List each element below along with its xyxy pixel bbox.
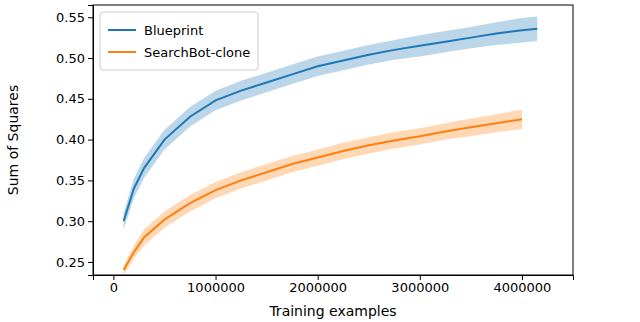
plot: 0 1000000 2000000 3000000 4000000 0.25 0.30 0.3…: [56, 5, 573, 295]
tick-mark: [88, 99, 93, 100]
y-axis-title: Sum of Squares: [5, 85, 21, 195]
legend-swatch: [108, 29, 136, 31]
tick: 0.30: [56, 214, 93, 229]
legend-swatch: [108, 51, 136, 53]
plot-frame: [93, 5, 573, 275]
tick: 1000000: [187, 275, 245, 295]
tick-mark: [88, 221, 93, 222]
x-axis: 0 1000000 2000000 3000000 4000000: [94, 275, 574, 295]
tick-label: 1000000: [187, 280, 245, 295]
error-band: [124, 109, 522, 275]
tick-label: 0.25: [56, 255, 85, 270]
tick: 0.35: [56, 173, 93, 188]
tick-label: 4000000: [493, 280, 551, 295]
tick-label: 0: [110, 280, 118, 295]
tick: 3000000: [391, 275, 449, 295]
tick: 0.55: [56, 10, 93, 25]
tick: 0.40: [56, 132, 93, 147]
tick: 0.25: [56, 255, 93, 270]
tick-label: 0.50: [56, 51, 85, 66]
legend: Blueprint SearchBot-clone: [100, 12, 258, 70]
tick-label: 3000000: [391, 280, 449, 295]
series-line: [124, 29, 538, 222]
tick: 0.45: [56, 91, 93, 106]
tick-label: 0.35: [56, 173, 85, 188]
legend-label: Blueprint: [144, 23, 203, 38]
data-area: [124, 16, 538, 275]
legend-label: SearchBot-clone: [144, 45, 250, 60]
x-axis-title: Training examples: [268, 303, 396, 319]
tick-mark: [88, 17, 93, 18]
legend-box: [100, 12, 258, 70]
tick-label: 2000000: [289, 280, 347, 295]
tick-label: 0.40: [56, 132, 85, 147]
tick-mark: [88, 140, 93, 141]
tick-mark: [88, 58, 93, 59]
tick: 2000000: [289, 275, 347, 295]
y-axis: 0.25 0.30 0.35 0.40 0.45 0.50 0.55: [56, 6, 93, 276]
chart: 0 1000000 2000000 3000000 4000000 0.25 0.30 0.3…: [0, 0, 640, 322]
tick-mark: [88, 262, 93, 263]
tick-label: 0.55: [56, 10, 85, 25]
tick-mark: [88, 180, 93, 181]
tick: 0: [110, 275, 118, 295]
tick: 4000000: [493, 275, 551, 295]
tick-label: 0.30: [56, 214, 85, 229]
series-line: [124, 119, 522, 270]
tick: 0.50: [56, 51, 93, 66]
tick-label: 0.45: [56, 91, 85, 106]
